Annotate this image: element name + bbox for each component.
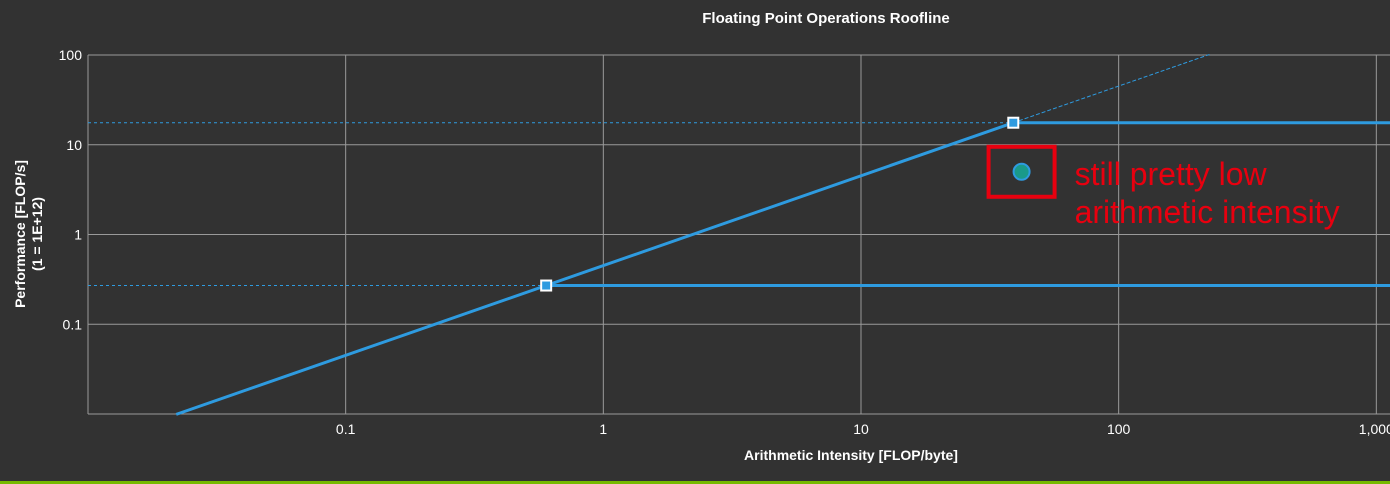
achieved-performance-point <box>1012 162 1031 181</box>
x-tick-label: 100 <box>1107 421 1131 437</box>
annotation-text-line1: still pretty low <box>1075 156 1268 192</box>
x-axis-label: Arithmetic Intensity [FLOP/byte] <box>744 447 958 463</box>
bandwidth-roof-line <box>175 121 1014 416</box>
x-tick-label: 1 <box>599 421 607 437</box>
annotation-text-line2: arithmetic intensity <box>1075 194 1340 230</box>
y-axis-label-line1: Performance [FLOP/s] <box>12 160 28 308</box>
y-tick-label: 100 <box>59 47 83 63</box>
series-layer <box>88 54 1390 416</box>
y-tick-label: 10 <box>66 137 82 153</box>
y-tick-label: 0.1 <box>63 316 83 332</box>
y-tick-label: 1 <box>74 227 82 243</box>
x-tick-label: 10 <box>853 421 869 437</box>
annotation-highlight-box <box>986 144 1057 199</box>
axis-layer: 0.1 1 10 100 1,000 0.1 1 10 100 <box>59 47 1390 437</box>
y-axis-label-line2: (1 = 1E+12) <box>29 197 45 271</box>
bottom-accent-bar <box>0 481 1390 484</box>
x-tick-label: 0.1 <box>336 421 356 437</box>
grid-layer <box>88 54 1390 414</box>
bandwidth-roof-extension <box>1013 54 1210 124</box>
chart-title: Floating Point Operations Roofline <box>702 10 950 27</box>
knee-point-marker <box>1007 116 1020 129</box>
x-tick-label: 1,000 <box>1359 421 1390 437</box>
knee-point-marker <box>540 279 553 292</box>
